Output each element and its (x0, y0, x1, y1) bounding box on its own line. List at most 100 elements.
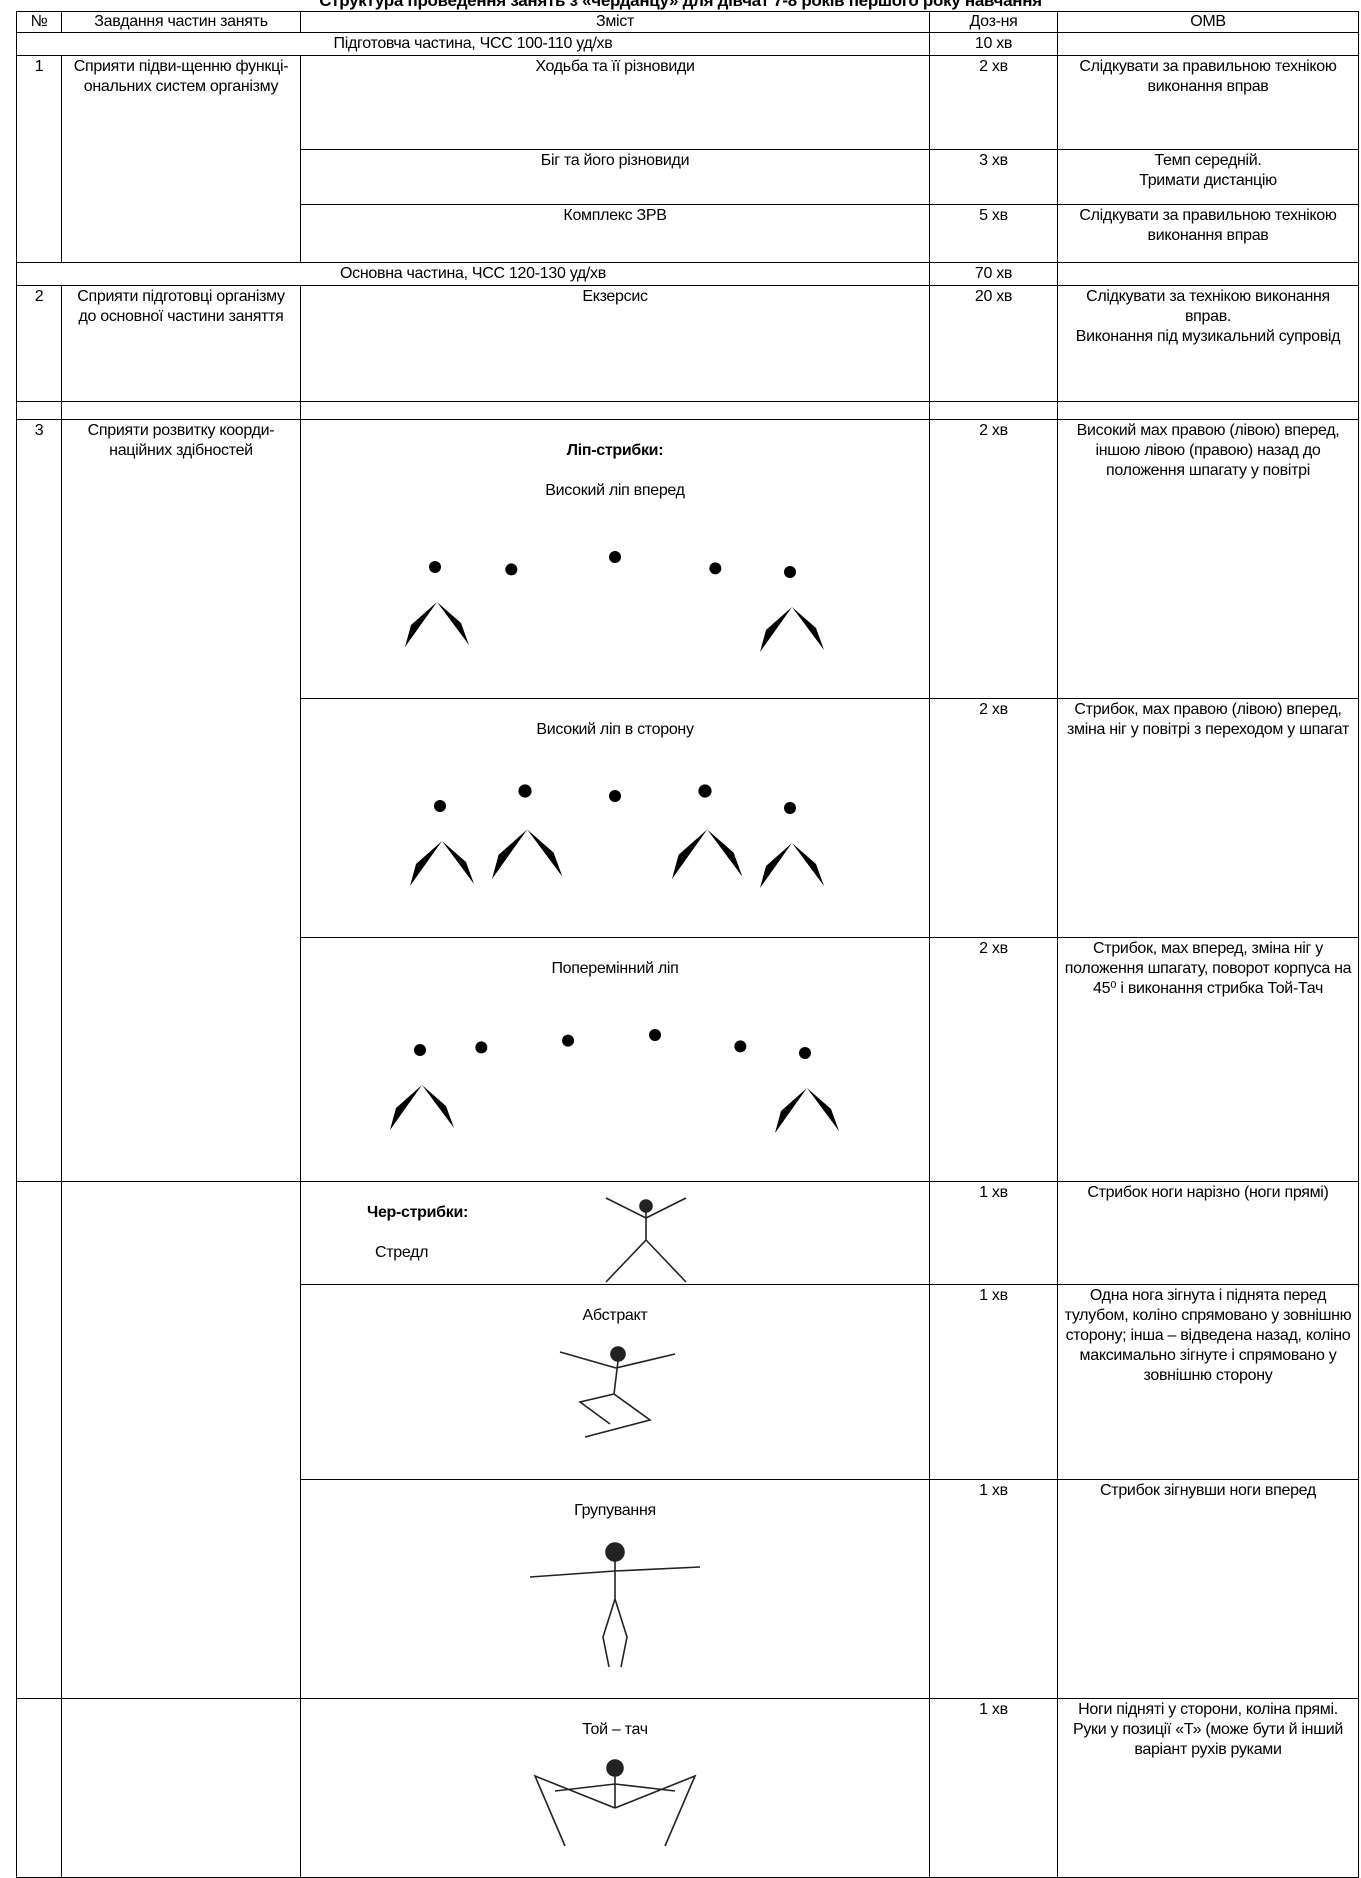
row: Поперемінний ліп 2 хв Стрибок, мах впере… (17, 937, 1359, 1182)
content: Групування (300, 1479, 930, 1699)
cell (1057, 401, 1359, 420)
notes: Слідкувати за правильною технікою викона… (1057, 204, 1359, 263)
content: Абстракт (300, 1284, 930, 1480)
number: 3 (16, 419, 62, 1182)
dose: 2 хв (929, 419, 1058, 699)
content: Чер-стрибки: Стредл (300, 1181, 930, 1285)
cell (16, 401, 62, 420)
notes: Стрибок ноги нарізно (ноги прямі) (1057, 1181, 1359, 1285)
dose: 1 хв (929, 1181, 1058, 1285)
row: Біг та його різновиди 3 хв Темп середній… (17, 149, 1359, 205)
section-title: Основна частина, ЧСС 120-130 уд/хв (16, 262, 930, 286)
figure (405, 559, 469, 647)
task (61, 1181, 301, 1699)
page-body: Структура проведення занять з «черданцу»… (16, 0, 1359, 1878)
figure (434, 1019, 542, 1106)
page: Table {"title": "Структура проведення за… (16, 0, 1359, 1878)
illustration (410, 782, 824, 888)
content: Той – тач (300, 1698, 930, 1878)
task: Сприяти підви-щенню функці-ональних сист… (61, 55, 301, 263)
content-heading: Чер-стрибки: (367, 1204, 469, 1221)
row: Абстракт 1 хв Одна нога зігнута і піднят… (17, 1284, 1359, 1480)
dose: 1 хв (929, 1284, 1058, 1480)
content: Високий ліп в сторону (300, 698, 930, 938)
task: Сприяти підготовці організму до основної… (61, 285, 301, 402)
task (61, 1698, 301, 1878)
content-text: Поперемінний ліп (551, 960, 679, 977)
figure (610, 1023, 703, 1080)
dose: 2 хв (929, 937, 1058, 1182)
figure (775, 1045, 839, 1133)
figure (672, 782, 743, 879)
figure (390, 1042, 454, 1130)
content-text: Групування (574, 1502, 656, 1519)
dose: 1 хв (929, 1479, 1058, 1699)
illustration (405, 541, 824, 652)
section-title: Підготовча частина, ЧСС 100-110 уд/хв (16, 32, 930, 56)
task: Сприяти розвитку коорди-наційних здібнос… (61, 419, 301, 1182)
content: Біг та його різновиди (300, 149, 930, 205)
row: Чер-стрибки: Стредл 1 хв Стрибок ноги на… (16, 1181, 1359, 1699)
notes (1057, 262, 1359, 286)
content-text: Високий ліп вперед (545, 482, 685, 499)
notes: Високий мах правою (лівою) вперед, іншою… (1057, 419, 1359, 699)
content: Екзерсис (300, 285, 930, 402)
dose: 3 хв (929, 149, 1058, 205)
row: Групування 1 хв Стрибок зігнувши ноги вп… (17, 1479, 1359, 1699)
section-row: Підготовча частина, ЧСС 100-110 уд/хв 10… (16, 32, 1359, 56)
row: Високий ліп в сторону 2 хв Стрибок, мах … (17, 698, 1359, 938)
row: 3 Сприяти розвитку коорди-наційних здібн… (16, 419, 1359, 1182)
notes: Ноги підняті у сторони, коліна прямі. Ру… (1057, 1698, 1359, 1878)
number: 1 (16, 55, 62, 263)
notes: Слідкувати за правильною технікою викона… (1057, 55, 1359, 150)
figure (521, 1020, 624, 1093)
figure (685, 1023, 790, 1103)
illustration (559, 1346, 676, 1438)
notes: Одна нога зігнута і піднята перед тулубо… (1057, 1284, 1359, 1480)
figure (492, 782, 563, 879)
row: 1 Сприяти підви-щенню функці-ональних си… (16, 55, 1359, 263)
section-row: Основна частина, ЧСС 120-130 уд/хв 70 хв (16, 262, 1359, 286)
content-text: Абстракт (582, 1307, 648, 1324)
number (16, 1698, 62, 1878)
row: Той – тач 1 хв Ноги підняті у сторони, к… (16, 1698, 1359, 1878)
figure (570, 545, 663, 602)
cell (929, 401, 1058, 420)
figure (660, 545, 765, 625)
content-heading: Ліп-стрибки: (566, 442, 664, 459)
notes (1057, 32, 1359, 56)
dose: 2 хв (929, 698, 1058, 938)
dose: 20 хв (929, 285, 1058, 402)
dose: 70 хв (929, 262, 1058, 286)
content: Ходьба та її різновиди (300, 55, 930, 150)
number: 2 (16, 285, 62, 402)
figure (760, 564, 824, 652)
illustration (529, 1542, 701, 1668)
dose: 5 хв (929, 204, 1058, 263)
cell (300, 401, 930, 420)
content: Ліп-стрибки: Високий ліп вперед (300, 419, 930, 699)
figure (464, 541, 572, 628)
number (16, 1181, 62, 1699)
header-cell: Завдання частин занять (61, 11, 301, 33)
figure (410, 798, 474, 886)
content: Поперемінний ліп (300, 937, 930, 1182)
notes: Стрибок зігнувши ноги вперед (1057, 1479, 1359, 1699)
content-text: Той – тач (582, 1721, 648, 1738)
header-cell: Зміст (300, 11, 930, 33)
figure (570, 784, 663, 841)
content: Комплекс ЗРВ (300, 204, 930, 263)
notes: Стрибок, мах вперед, зміна ніг у положен… (1057, 937, 1359, 1182)
dose: 2 хв (929, 55, 1058, 150)
dose: 10 хв (929, 32, 1058, 56)
header-row: № Завдання частин занять Зміст Доз-ня ОМ… (16, 11, 1359, 33)
empty-row (16, 401, 1359, 420)
row: Комплекс ЗРВ 5 хв Слідкувати за правильн… (17, 204, 1359, 263)
document-title: Структура проведення занять з «черданцу»… (319, 0, 1042, 10)
illustration (605, 1197, 687, 1283)
illustration (390, 1019, 839, 1133)
row: 2 Сприяти підготовці організму до основн… (16, 285, 1359, 402)
notes: Темп середній. Тримати дистанцію (1057, 149, 1359, 205)
content-text: Високий ліп в сторону (536, 721, 694, 738)
header-cell: № (16, 11, 62, 33)
